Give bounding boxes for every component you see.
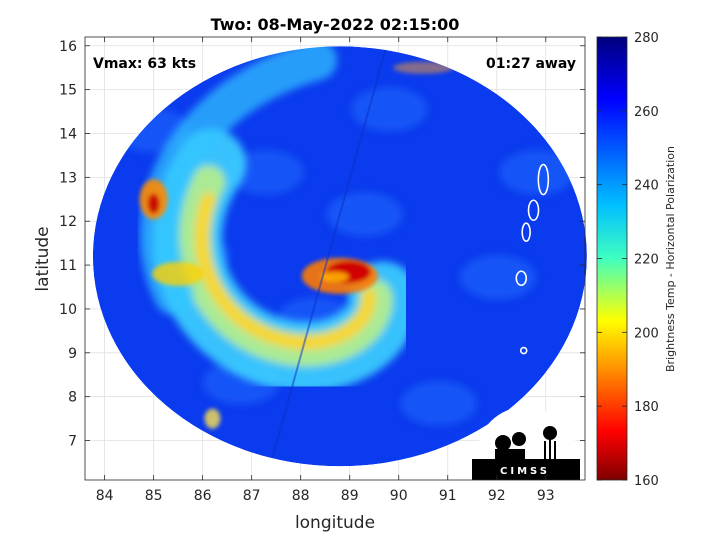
- colorbar-tick-label: 260: [634, 105, 659, 120]
- y-tick-label: 16: [59, 39, 77, 55]
- logo-dish-mid: [512, 432, 526, 446]
- x-tick-label: 88: [292, 488, 310, 504]
- chart-title: Two: 08-May-2022 02:15:00: [211, 15, 460, 34]
- eye: [320, 271, 349, 282]
- colorbar-tick-label: 180: [634, 400, 659, 415]
- vmax-label: Vmax: 63 kts: [93, 56, 196, 72]
- y-tick-label: 14: [59, 126, 77, 142]
- x-tick-label: 92: [488, 488, 506, 504]
- x-tick-label: 90: [390, 488, 408, 504]
- x-tick-label: 87: [243, 488, 261, 504]
- band-cell: [152, 261, 205, 286]
- colorbar-tick-label: 280: [634, 31, 659, 46]
- colorbar-ticks: 160 180 200 220 240 260 280: [597, 31, 659, 489]
- logo-tower-leg: [544, 441, 546, 459]
- logo-tower-leg: [549, 439, 551, 459]
- y-tick-label: 12: [59, 214, 77, 230]
- island-south-andaman: [521, 222, 531, 242]
- island-nicobar-2: [530, 400, 537, 407]
- colorbar-tick-label: 240: [634, 179, 659, 194]
- y-tick-label: 15: [59, 83, 77, 99]
- x-tick-label: 89: [341, 488, 359, 504]
- convection-core: [147, 193, 160, 214]
- inner-rain-band: [194, 192, 376, 350]
- x-axis-ticks: 84 85 86 87 88 89 90 91 92 93: [96, 37, 555, 504]
- x-axis-label: longitude: [295, 513, 375, 533]
- north-cell: [393, 61, 454, 74]
- scan-seam: [265, 46, 390, 467]
- x-tick-label: 85: [145, 488, 163, 504]
- y-tick-label: 9: [68, 346, 77, 362]
- logo-silhouette: [495, 426, 557, 461]
- island-north-andaman: [537, 163, 550, 196]
- logo-water-tower: [543, 426, 557, 440]
- eyewall: [301, 257, 378, 294]
- axes-box: [84, 36, 586, 481]
- swath-texture-blob: [326, 192, 403, 237]
- colorbar-tick-label: 200: [634, 326, 659, 341]
- swath-texture-blob: [459, 255, 536, 300]
- logo-text: CIMSS: [500, 466, 550, 477]
- rain-bands: [139, 46, 419, 392]
- island-car-nicobar: [519, 346, 528, 355]
- northwest-convection: [139, 61, 454, 429]
- swath-texture-blob: [499, 150, 576, 195]
- logo-tower-leg: [554, 441, 556, 459]
- island-great-nicobar: [568, 430, 577, 442]
- y-tick-label: 13: [59, 170, 77, 186]
- logo-bar: [472, 459, 580, 480]
- x-tick-label: 86: [194, 488, 212, 504]
- colorbar-label: Brightness Temp - Horizontal Polarizatio…: [664, 146, 677, 372]
- northwest-band: [139, 46, 338, 315]
- time-away-label: 01:27 away: [486, 56, 576, 72]
- logo-dish-left: [495, 435, 511, 451]
- colorbar-tick-label: 220: [634, 253, 659, 268]
- island-middle-andaman: [527, 199, 540, 222]
- y-tick-label: 11: [59, 258, 77, 274]
- y-tick-label: 10: [59, 302, 77, 318]
- band-cell-south: [204, 408, 221, 429]
- colorbar-tick-label: 160: [634, 474, 659, 489]
- y-axis-ticks: 7 8 9 10 11 12 13 14 15 16: [59, 39, 585, 450]
- coastlines: [515, 163, 577, 442]
- island-little-andaman: [515, 270, 528, 287]
- logo-building: [495, 449, 525, 461]
- brightness-temp-swath: [92, 46, 587, 467]
- island-nicobar-1: [533, 388, 539, 397]
- swath-texture-blob: [351, 87, 428, 132]
- swath-texture-blob: [400, 381, 477, 426]
- x-tick-label: 91: [439, 488, 457, 504]
- y-axis-label: latitude: [33, 226, 53, 291]
- y-tick-label: 7: [68, 434, 77, 450]
- swath-texture-blob: [227, 150, 304, 195]
- x-tick-label: 93: [537, 488, 555, 504]
- cimss-logo: CIMSS: [472, 407, 580, 503]
- y-tick-label: 8: [68, 390, 77, 406]
- x-tick-label: 84: [96, 488, 114, 504]
